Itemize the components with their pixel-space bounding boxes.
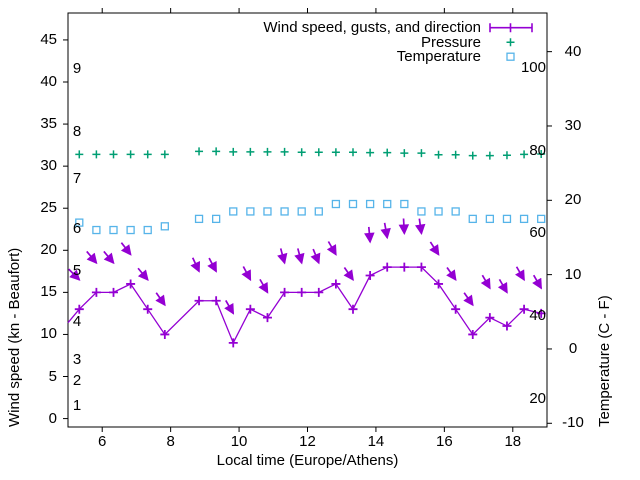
y-tick-label: 15 [40, 283, 57, 301]
plot-border [67, 12, 548, 428]
beaufort-scale-label: 9 [72, 60, 82, 78]
beaufort-scale-label: 1 [72, 396, 82, 414]
fahrenheit-scale-label: 100 [520, 59, 546, 77]
fahrenheit-scale-label: 80 [529, 141, 546, 159]
y2-tick-label: 40 [564, 42, 582, 60]
legend-samples [489, 23, 533, 61]
fahrenheit-scale-label: 40 [529, 306, 546, 324]
y2-tick-label: -10 [562, 414, 584, 432]
y-tick-label: 0 [48, 409, 57, 427]
beaufort-scale-label: 2 [72, 371, 82, 389]
beaufort-scale-label: 7 [72, 169, 82, 187]
y-tick-label: 5 [48, 367, 57, 385]
x-tick-label: 8 [166, 433, 175, 450]
pressure-series [75, 147, 546, 160]
wind-series [67, 262, 546, 348]
y-tick-label: 20 [40, 241, 57, 259]
y-tick-label: 30 [40, 157, 57, 175]
y-tick-label: 40 [40, 73, 57, 90]
x-tick-label: 10 [230, 433, 248, 450]
axis-ticks [63, 8, 552, 432]
legend-label-pressure: Pressure [420, 34, 481, 51]
x-tick-label: 18 [504, 433, 522, 450]
y2-tick-label: 20 [564, 191, 582, 209]
legend-label-wind: Wind speed, gusts, and direction [263, 19, 481, 36]
gust-arrows [68, 218, 542, 315]
y-tick-label: 25 [40, 199, 57, 217]
y-tick-label: 10 [40, 325, 57, 343]
temperature-series [75, 199, 546, 235]
fahrenheit-scale-label: 60 [529, 224, 546, 242]
y2-tick-label: 30 [564, 116, 582, 134]
x-tick-label: 6 [98, 433, 107, 450]
x-tick-label: 16 [436, 433, 453, 450]
legend-label-temperature: Temperature [396, 48, 481, 65]
x-axis-title: Local time (Europe/Athens) [216, 452, 399, 469]
fahrenheit-scale-label: 20 [529, 389, 546, 407]
y-tick-label: 35 [40, 115, 57, 133]
x-tick-label: 12 [299, 433, 316, 450]
beaufort-scale-label: 6 [72, 220, 82, 238]
beaufort-scale-label: 5 [72, 262, 82, 280]
y2-axis-title: Temperature (C - F) [596, 295, 613, 427]
y-tick-label: 45 [40, 30, 57, 48]
beaufort-scale-label: 4 [72, 312, 82, 330]
y2-tick-label: 0 [568, 339, 578, 357]
beaufort-scale-label: 8 [72, 123, 82, 141]
beaufort-scale-label: 3 [72, 350, 82, 368]
x-tick-label: 14 [367, 433, 385, 450]
y2-tick-label: 10 [564, 265, 582, 283]
